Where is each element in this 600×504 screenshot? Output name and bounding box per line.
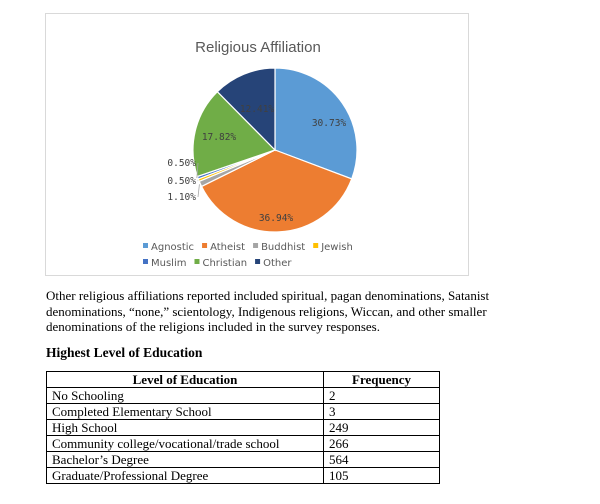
legend-swatch-buddhist [253, 243, 259, 248]
education-level-cell: Community college/vocational/trade schoo… [46, 435, 324, 452]
legend-label-jewish: Jewish [320, 242, 353, 253]
pie-chart-canvas: Religious Affiliation 30.73% 36.94% 1.10% 0… [143, 39, 358, 269]
slice-label-atheist: 36.94% [259, 213, 294, 224]
education-heading: Highest Level of Education [46, 345, 203, 360]
education-level-cell: No Schooling [46, 387, 324, 404]
legend-label-other: Other [263, 258, 292, 269]
pie-slice-labels: 30.73% 36.94% 1.10% 0.50% 0.50% 17.82% 12.41% [167, 104, 346, 224]
legend-swatch-atheist [202, 243, 208, 248]
column-header-frequency: Frequency [323, 371, 440, 388]
chart-legend: Agnostic Atheist Buddhist Jewish Muslim Chris… [143, 242, 353, 269]
table-row: Completed Elementary School 3 [46, 403, 440, 420]
frequency-cell: 2 [323, 387, 440, 404]
religion-note-paragraph: Other religious affiliations reported in… [46, 288, 490, 334]
education-level-cell: Graduate/Professional Degree [46, 467, 324, 484]
frequency-cell: 3 [323, 403, 440, 420]
table-row: Graduate/Professional Degree 105 [46, 467, 440, 484]
legend-label-buddhist: Buddhist [261, 242, 305, 253]
legend-swatch-christian [194, 259, 200, 264]
frequency-cell: 249 [323, 419, 440, 436]
chart-title: Religious Affiliation [195, 39, 321, 56]
education-level-cell: Bachelor’s Degree [46, 451, 324, 468]
education-level-cell: High School [46, 419, 324, 436]
pie-slice-other [216, 67, 276, 152]
legend-label-christian: Christian [202, 258, 247, 269]
slice-label-agnostic: 30.73% [312, 118, 347, 129]
education-level-cell: Completed Elementary School [46, 403, 324, 420]
pie-slice-christian [192, 90, 277, 178]
slice-label-muslim: 0.50% [167, 158, 196, 169]
slice-label-other: 12.41% [240, 104, 275, 115]
legend-swatch-muslim [143, 259, 148, 264]
frequency-cell: 266 [323, 435, 440, 452]
table-row: Community college/vocational/trade schoo… [46, 435, 440, 452]
frequency-cell: 564 [323, 451, 440, 468]
legend-label-atheist: Atheist [210, 242, 245, 253]
slice-label-christian: 17.82% [202, 132, 237, 143]
leader-line-muslim [196, 162, 199, 179]
slice-label-buddhist: 1.10% [167, 192, 196, 203]
pie-slice-agnostic [274, 67, 358, 180]
frequency-cell: 105 [323, 467, 440, 484]
leader-line-buddhist [197, 184, 200, 198]
table-row: High School 249 [46, 419, 440, 436]
religious-affiliation-chart: Religious Affiliation 30.73% 36.94% 1.10% 0… [45, 13, 469, 276]
column-header-level: Level of Education [46, 371, 324, 388]
pie-slices [192, 67, 358, 233]
table-header-row: Level of Education Frequency [46, 371, 440, 388]
table-row: No Schooling 2 [46, 387, 440, 404]
education-table: Level of Education Frequency No Schoolin… [46, 371, 440, 484]
legend-swatch-agnostic [143, 243, 148, 248]
legend-swatch-other [255, 259, 261, 264]
legend-swatch-jewish [313, 243, 319, 248]
pie-slice-atheist [200, 149, 353, 233]
table-row: Bachelor’s Degree 564 [46, 451, 440, 468]
legend-label-agnostic: Agnostic [151, 242, 194, 253]
slice-label-jewish: 0.50% [167, 176, 196, 187]
legend-label-muslim: Muslim [151, 258, 186, 269]
